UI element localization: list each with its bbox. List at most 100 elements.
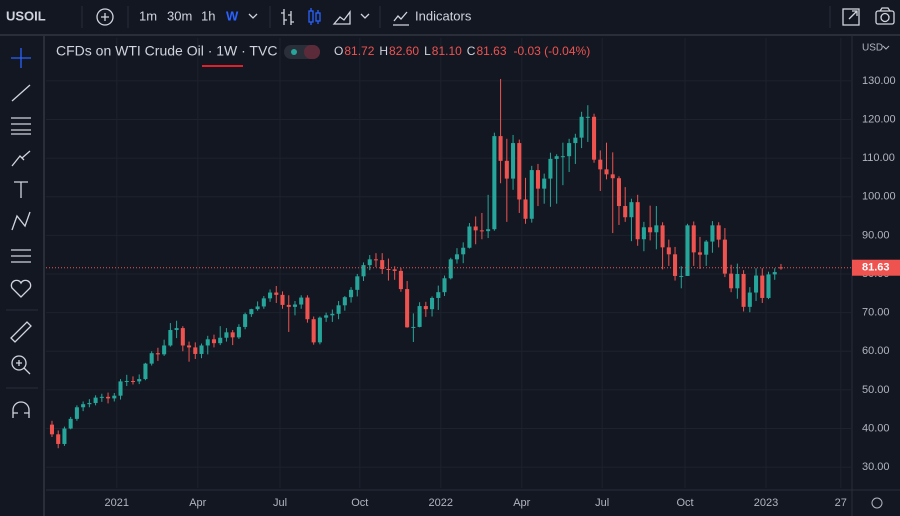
candle-body [616, 178, 621, 207]
x-tick-label: Oct [676, 497, 693, 509]
ohlc-values: O 81.72 H 82.60 L 81.10 C 81.63 -0.03 (-0.04%) [334, 44, 590, 58]
candle-body [504, 160, 509, 179]
candle-body [635, 202, 640, 240]
candle-body [567, 143, 572, 157]
candle-body [760, 275, 765, 298]
text-tool[interactable] [14, 181, 28, 198]
magnet-tool[interactable] [12, 401, 30, 418]
candle-body [479, 230, 484, 232]
candle-body [604, 169, 609, 175]
candle-body [610, 174, 615, 179]
candle-body [598, 159, 603, 170]
x-tick-label: Jul [595, 497, 609, 509]
candle-body [535, 170, 540, 189]
candle-body [411, 326, 416, 328]
trend-line-tool[interactable] [11, 84, 31, 102]
interval[interactable]: 1h [201, 8, 215, 23]
area-style-button[interactable] [332, 10, 351, 25]
x-tick-label: Jul [273, 497, 287, 509]
zoom-tool[interactable] [11, 355, 27, 371]
x-tick-label: 27 [835, 497, 847, 509]
fib-tool[interactable] [11, 117, 31, 135]
candle-body [660, 225, 665, 248]
candle-body [548, 158, 553, 179]
interval-dropdown[interactable] [248, 13, 258, 19]
candle-body [68, 418, 73, 429]
visibility-toggle[interactable] [284, 45, 320, 59]
candle-body [560, 156, 565, 158]
candle-body [679, 275, 684, 277]
candle-body [511, 143, 516, 179]
candle-body [442, 278, 447, 293]
symbol[interactable]: USOIL [6, 8, 46, 23]
candle-body [666, 247, 671, 255]
candle-body [336, 305, 341, 314]
brush-tool[interactable] [11, 150, 31, 167]
ohlc-value: 81.10 [432, 44, 462, 58]
candle-body [56, 434, 61, 444]
candle-body [112, 395, 117, 399]
candle-body [373, 259, 379, 261]
candle-body [386, 268, 391, 270]
ohlc-label: L [424, 44, 431, 58]
crosshair-tool[interactable] [11, 48, 31, 68]
candle-body [654, 225, 659, 233]
candle-body [523, 199, 528, 219]
candle-body [349, 289, 354, 298]
candle-body [268, 292, 273, 299]
y-tick-label: 130.00 [862, 75, 896, 87]
candle-body [722, 239, 727, 274]
y-tick-label: 70.00 [862, 307, 890, 319]
candle-body [454, 254, 460, 260]
ohlc-label: H [379, 44, 388, 58]
pattern-tool[interactable] [11, 211, 31, 231]
y-tick-label: 60.00 [862, 345, 890, 357]
candle-body [573, 137, 578, 144]
candle-body [529, 170, 534, 219]
interval-active[interactable]: W [226, 8, 239, 23]
candle-body [274, 292, 279, 295]
candle-body [324, 315, 329, 318]
candle-body [629, 202, 634, 218]
candle-body [467, 226, 472, 248]
candle-body [741, 274, 746, 307]
currency-dropdown[interactable] [882, 45, 890, 50]
candle-body [137, 379, 142, 382]
forecast-tool[interactable] [11, 249, 31, 263]
candle-body [317, 317, 322, 343]
candle-body [193, 347, 198, 354]
interval[interactable]: 30m [167, 8, 192, 23]
add-symbol-button[interactable] [96, 8, 114, 26]
favorites-tool[interactable] [10, 279, 32, 298]
candle-body [93, 397, 98, 404]
candle-body [243, 314, 248, 327]
style-dropdown[interactable] [360, 13, 370, 19]
x-tick-label: 2023 [754, 497, 778, 509]
screenshot-button[interactable] [875, 7, 895, 25]
settings-button[interactable] [871, 497, 883, 509]
indicators-icon[interactable] [393, 11, 409, 26]
candle-body [492, 136, 497, 230]
candle-body [174, 328, 179, 331]
ohlc-value: 82.60 [389, 44, 419, 58]
indicators-button[interactable]: Indicators [415, 8, 472, 23]
candle-body [673, 254, 678, 276]
candle-body [218, 337, 223, 344]
candle-body [542, 178, 547, 189]
measure-tool[interactable] [10, 321, 32, 343]
candle-body [49, 424, 55, 435]
ohlc-label: C [467, 44, 476, 58]
candle-body [99, 396, 104, 398]
candles-style-button[interactable] [308, 8, 321, 25]
candle-body [230, 332, 235, 338]
currency[interactable]: USD [862, 43, 883, 54]
interval[interactable]: 1m [139, 8, 157, 23]
candle-body [249, 309, 254, 315]
candle-body [286, 304, 291, 307]
candle-body [592, 116, 597, 160]
candle-body [517, 143, 522, 200]
fullscreen-button[interactable] [842, 8, 860, 26]
bars-style-button[interactable] [281, 9, 294, 25]
last-price-label: 81.63 [862, 262, 890, 274]
